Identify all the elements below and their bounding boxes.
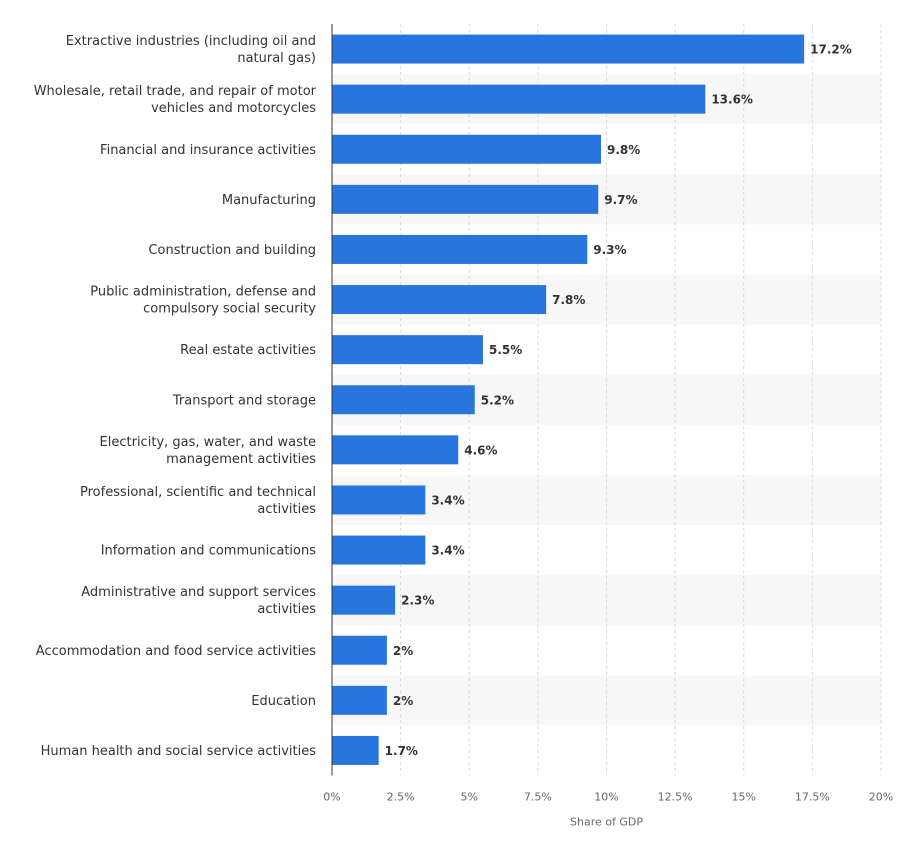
- bar: [332, 285, 547, 315]
- category-label: Electricity, gas, water, and waste manage…: [100, 435, 317, 467]
- x-tick-label: 7.5%: [524, 791, 552, 804]
- row-stripe: [332, 675, 881, 726]
- x-tick-label: 5%: [461, 791, 478, 804]
- bar: [332, 585, 396, 615]
- value-labels: 17.2% 13.6% 9.8% 9.7% 9.3% 7.8% 5.5% 5.2% 4.6% 3.…: [385, 43, 852, 758]
- x-tick-label: 2.5%: [387, 791, 415, 804]
- x-tick-label: 12.5%: [658, 791, 693, 804]
- category-label: Information and communications: [101, 544, 317, 559]
- bar: [332, 335, 483, 365]
- category-label: Professional, scientific and technical ac…: [80, 485, 316, 517]
- category-label: Real estate activities: [180, 343, 316, 358]
- value-label: 2.3%: [401, 594, 434, 608]
- x-tick-label: 20%: [869, 791, 893, 804]
- value-label: 17.2%: [810, 43, 852, 57]
- category-label: Public administration, defense and compul…: [90, 285, 316, 317]
- bar: [332, 435, 459, 465]
- bar: [332, 34, 805, 64]
- value-label: 4.6%: [464, 443, 497, 457]
- category-label: Extractive industries (including oil and…: [66, 34, 316, 66]
- bars: [332, 34, 805, 765]
- category-label: Transport and storage: [172, 393, 316, 408]
- x-tick-label: 15%: [732, 791, 756, 804]
- category-labels: Extractive industries (including oil and…: [34, 34, 317, 759]
- bar: [332, 234, 588, 264]
- x-axis-title: Share of GDP: [570, 816, 643, 829]
- bar: [332, 685, 387, 715]
- category-label: Human health and social service activiti…: [41, 744, 317, 759]
- category-label: Accommodation and food service activitie…: [36, 644, 316, 659]
- x-tick-label: 17.5%: [795, 791, 830, 804]
- bar: [332, 184, 599, 214]
- value-label: 2%: [393, 644, 413, 658]
- bar: [332, 485, 426, 515]
- category-label: Construction and building: [148, 243, 316, 258]
- bar: [332, 84, 706, 114]
- value-label: 3.4%: [431, 544, 464, 558]
- value-label: 9.3%: [593, 243, 626, 257]
- category-label: Financial and insurance activities: [100, 143, 316, 158]
- value-label: 9.8%: [607, 143, 640, 157]
- x-tick-label: 0%: [323, 791, 340, 804]
- category-label: Education: [251, 694, 316, 709]
- x-tick-label: 10%: [594, 791, 618, 804]
- value-label: 2%: [393, 694, 413, 708]
- bar: [332, 635, 387, 665]
- value-label: 7.8%: [552, 293, 585, 307]
- x-tick-labels: 0% 2.5% 5% 7.5% 10% 12.5% 15% 17.5% 20%: [323, 791, 893, 804]
- bar: [332, 385, 475, 415]
- value-label: 9.7%: [604, 193, 637, 207]
- category-label: Wholesale, retail trade, and repair of m…: [34, 84, 317, 116]
- value-label: 13.6%: [711, 93, 753, 107]
- value-label: 1.7%: [385, 744, 418, 758]
- category-label: Manufacturing: [222, 193, 316, 208]
- category-label: Administrative and support services activ…: [81, 585, 316, 617]
- grid-lines: [400, 24, 882, 776]
- value-label: 3.4%: [431, 493, 464, 507]
- bar: [332, 735, 379, 765]
- value-label: 5.5%: [489, 343, 522, 357]
- bar: [332, 535, 426, 565]
- value-label: 5.2%: [481, 393, 514, 407]
- bar: [332, 134, 602, 164]
